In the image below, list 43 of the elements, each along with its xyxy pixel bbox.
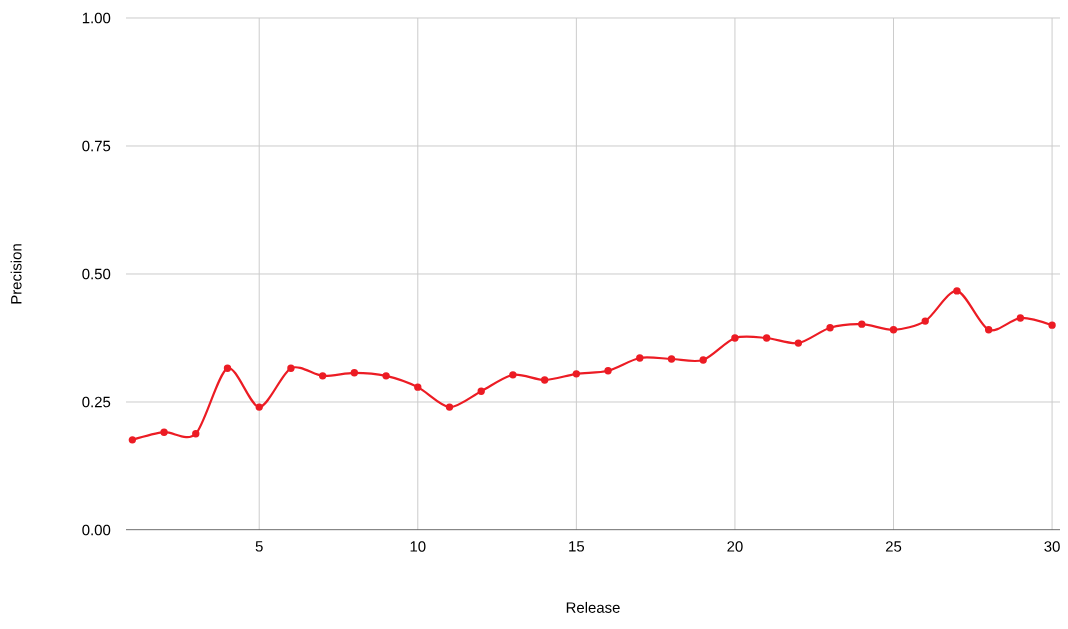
- x-tick-label: 10: [410, 541, 426, 552]
- point: [572, 370, 581, 378]
- point: [921, 317, 929, 325]
- point: [889, 326, 898, 334]
- point: [953, 287, 961, 295]
- y-tick-label: 0.75: [82, 140, 111, 152]
- point: [287, 364, 295, 372]
- point: [128, 436, 137, 444]
- x-tick-label: 30: [1044, 541, 1060, 552]
- y-tick-label: 0.25: [82, 396, 111, 408]
- y-tick-label: 1.00: [82, 12, 111, 24]
- point: [192, 430, 200, 438]
- point: [984, 326, 993, 334]
- point: [255, 403, 263, 411]
- point: [318, 372, 327, 380]
- point: [762, 334, 771, 342]
- point: [445, 403, 454, 411]
- y-axis-title: Precision: [10, 244, 22, 304]
- point: [604, 367, 612, 375]
- x-tick-label: 5: [255, 541, 263, 552]
- point: [731, 334, 739, 342]
- point: [858, 320, 866, 328]
- y-tick-label: 0.50: [82, 268, 111, 280]
- point: [540, 376, 549, 384]
- point: [826, 324, 834, 332]
- x-tick-label: 15: [569, 541, 585, 552]
- point: [223, 364, 232, 372]
- y-tick-label: 0.00: [82, 524, 111, 536]
- point: [699, 356, 707, 364]
- point: [636, 354, 644, 362]
- point: [477, 387, 485, 395]
- point: [1016, 314, 1025, 322]
- point: [509, 371, 517, 379]
- point: [794, 339, 803, 347]
- point: [414, 383, 422, 391]
- x-tick-label: 20: [727, 541, 743, 552]
- x-axis-title: Release: [566, 601, 620, 613]
- point: [1048, 321, 1056, 329]
- x-tick-label: 25: [885, 541, 902, 552]
- point: [667, 355, 676, 363]
- point: [382, 372, 390, 380]
- point: [160, 428, 168, 436]
- point: [350, 369, 359, 377]
